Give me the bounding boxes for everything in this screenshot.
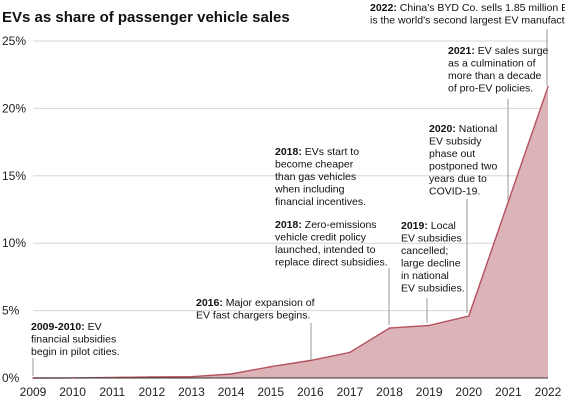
annotation-text: financial incentives. (275, 196, 366, 208)
annotation: 2020: National EV subsidy phase out postpon… (429, 123, 497, 198)
gridlines (33, 40, 548, 312)
annotation: 2016: Major expansion of EV fast chargers… (196, 297, 315, 322)
annotation-text: become cheaper (275, 159, 354, 171)
series-point (428, 324, 431, 327)
annotation-label: 2020: (429, 123, 456, 135)
annotation-label: 2016: (196, 297, 223, 309)
annotation-label: 2022: (370, 2, 397, 14)
x-tick-label: 2020 (455, 385, 482, 399)
annotation-text: than gas vehicles (275, 171, 356, 183)
series-point (309, 359, 312, 362)
x-tick-label: 2016 (297, 385, 324, 399)
x-tick-label: 2009 (20, 385, 47, 399)
annotation-text: EV subsidies. (401, 283, 465, 295)
annotation-text: COVID-19. (429, 186, 480, 198)
annotation-text: in national (401, 270, 449, 282)
annotation-text: of pro-EV policies. (448, 83, 533, 95)
x-tick-label: 2022 (535, 385, 562, 399)
annotation-text: when including (274, 184, 345, 196)
series-point (547, 86, 549, 88)
annotation-text: Local (428, 220, 456, 232)
y-tick-label: 5% (2, 304, 20, 318)
annotation-text: Major expansion of (223, 297, 315, 309)
annotation-text: more than a decade (448, 70, 542, 82)
annotations: 2009-2010: EV financial subsidies begin in… (31, 2, 565, 358)
annotation-text: financial subsidies (31, 334, 116, 346)
annotation-text: as a culmination of (448, 58, 536, 70)
annotation-label: 2019: (401, 220, 428, 232)
series-point (190, 375, 193, 378)
series-point (388, 327, 391, 329)
series-point (349, 351, 351, 354)
annotation-text: EV fast chargers begins. (196, 310, 310, 322)
series-point (151, 376, 153, 378)
chart-title: EVs as share of passenger vehicle sales (2, 9, 290, 26)
x-tick-label: 2017 (337, 385, 364, 399)
x-tick-label: 2015 (257, 385, 284, 399)
y-tick-label: 25% (2, 34, 26, 48)
series-point (111, 376, 113, 379)
series-point (230, 373, 232, 375)
annotation-label: 2018: (275, 219, 302, 231)
annotation-text: replace direct subsidies. (275, 257, 388, 269)
x-tick-label: 2018 (376, 385, 403, 399)
annotation: 2022: China's BYD Co. sells 1.85 million… (370, 2, 565, 27)
series-point (468, 315, 470, 317)
y-tick-label: 15% (2, 169, 26, 183)
annotation-text: EVs start to (302, 146, 359, 158)
annotation-text: EV sales surge (475, 45, 549, 57)
annotation-leaders (32, 29, 548, 376)
annotation: 2019: Local EV subsidies cancelled; large d… (401, 220, 465, 295)
annotation: 2021: EV sales surge as a culmination of m… (448, 45, 549, 95)
x-tick-label: 2010 (59, 385, 86, 399)
x-tick-label: 2013 (178, 385, 205, 399)
annotation-text: large decline (401, 258, 461, 270)
annotation-text: EV subsidies (401, 233, 462, 245)
plot-area (32, 86, 549, 379)
annotation-text: National (456, 123, 497, 135)
annotation-text: phase out (429, 148, 475, 160)
annotation: 2018: EVs start to become cheaper than gas… (274, 146, 366, 208)
annotation-text: postponed two (429, 161, 497, 173)
annotation-label: 2009-2010: (31, 321, 85, 333)
series-point (269, 365, 272, 368)
series-point (71, 377, 74, 379)
x-tick-label: 2011 (99, 385, 125, 399)
tick-labels: 0% 5% 10% 15% 20% 25% 2009 2010 2011 2012 2013 2014… (2, 34, 562, 399)
annotation-text: launched, intended to (275, 244, 376, 256)
y-tick-label: 0% (2, 371, 20, 385)
annotation-text: EV (85, 321, 102, 333)
x-tick-label: 2012 (138, 385, 165, 399)
series-area (33, 86, 548, 379)
annotation-label: 2021: (448, 45, 475, 57)
annotation-text: Zero-emissions (302, 219, 377, 231)
x-tick-label: 2019 (416, 385, 443, 399)
annotation-label: 2018: (275, 146, 302, 158)
annotation: 2009-2010: EV financial subsidies begin in… (31, 321, 120, 358)
annotation-text: years due to (429, 173, 487, 185)
annotation-text: cancelled; (401, 245, 448, 257)
annotation-text: begin in pilot cities. (31, 346, 120, 358)
annotation-text: EV subsidy (429, 136, 482, 148)
x-tick-label: 2014 (218, 385, 245, 399)
y-tick-label: 20% (2, 101, 26, 115)
series-point (507, 200, 510, 203)
annotation-text: vehicle credit policy (275, 232, 367, 244)
series-point (32, 377, 34, 379)
x-tick-label: 2021 (495, 385, 522, 399)
y-tick-label: 10% (2, 236, 26, 250)
annotation-text: is the world's second largest EV manufac… (370, 15, 565, 27)
series-line (32, 86, 549, 379)
annotation: 2018: Zero-emissions vehicle credit polic… (275, 219, 388, 269)
annotation-text: China's BYD Co. sells 1.85 million EVs a… (397, 2, 565, 14)
